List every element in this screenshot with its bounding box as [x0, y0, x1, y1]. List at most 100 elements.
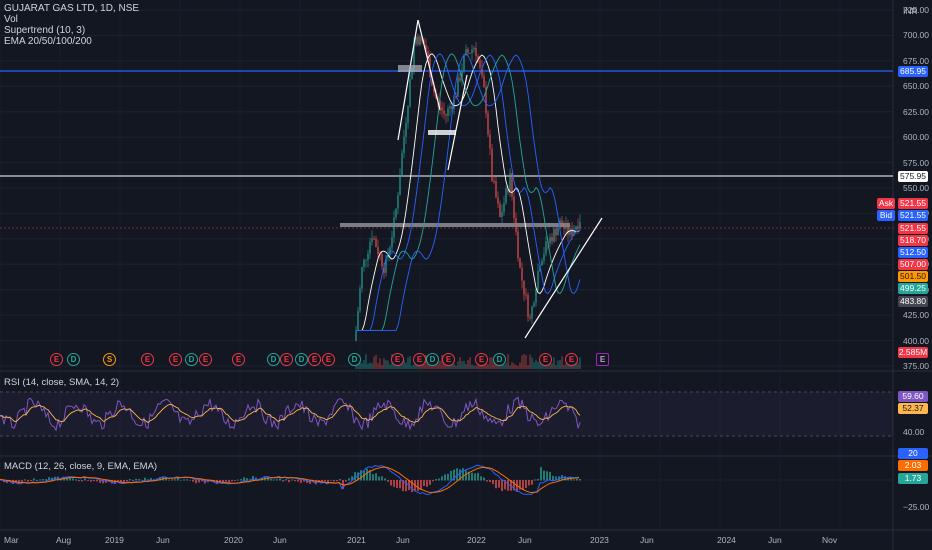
volume-bar	[367, 363, 369, 369]
macd-histogram-bar	[291, 479, 293, 481]
price-axis-label: 725.00	[903, 5, 929, 15]
price-tag-hline-white[interactable]: 575.95	[898, 171, 928, 182]
candle-body	[557, 228, 559, 236]
rsi-sma-tag[interactable]: 52.37	[898, 403, 928, 414]
volume-bar	[365, 354, 367, 369]
event-marker[interactable]: E	[308, 353, 321, 366]
event-marker[interactable]: E	[280, 353, 293, 366]
event-marker[interactable]: E	[391, 353, 404, 366]
macd-histogram-bar	[114, 480, 116, 485]
price-tag-bid-price[interactable]: 521.55	[898, 210, 928, 221]
rsi-line	[0, 396, 581, 432]
candle-body	[511, 173, 513, 197]
macd-histogram-bar	[66, 477, 68, 481]
candle-body	[433, 85, 435, 93]
macd-histogram-bar	[12, 480, 14, 484]
price-tag-ask-label[interactable]: Ask	[877, 198, 895, 209]
candle-body	[413, 44, 415, 68]
candle-body	[377, 246, 379, 254]
event-marker[interactable]: E	[475, 353, 488, 366]
candle-body	[397, 195, 399, 209]
candle-body	[575, 226, 577, 230]
macd-histogram-bar	[237, 479, 239, 481]
candle-body	[457, 77, 459, 97]
candle-body	[497, 197, 499, 204]
macd-histogram-bar	[390, 480, 392, 486]
macd-histogram-bar	[162, 476, 164, 481]
candle-body	[533, 302, 535, 307]
event-marker[interactable]: E	[322, 353, 335, 366]
event-marker[interactable]: E	[232, 353, 245, 366]
price-tag-bid-label[interactable]: Bid	[877, 210, 895, 221]
price-tag-volume[interactable]: 2.585M	[898, 347, 928, 358]
volume-bar	[439, 361, 441, 369]
price-tag-ema200[interactable]: 499.25	[898, 283, 928, 294]
volume-bar	[363, 360, 365, 369]
event-marker[interactable]: D	[267, 353, 280, 366]
volume-bar	[379, 358, 381, 369]
volume-bar	[489, 357, 491, 369]
macd-indicator-label[interactable]: MACD (12, 26, close, 9, EMA, EMA)	[4, 461, 158, 472]
macd-histogram-bar	[327, 480, 329, 484]
event-marker[interactable]: E	[141, 353, 154, 366]
candle-body	[449, 106, 451, 109]
volume-bar	[429, 365, 431, 369]
rsi-value-tag[interactable]: 59.60	[898, 391, 928, 402]
event-marker[interactable]: D	[493, 353, 506, 366]
event-marker[interactable]: D	[295, 353, 308, 366]
event-marker[interactable]: S	[103, 353, 116, 366]
volume-bar	[519, 362, 521, 369]
resistance-zone	[340, 223, 570, 227]
macd-histogram-bar	[369, 470, 371, 481]
upcoming-earnings-marker[interactable]: E	[596, 353, 609, 366]
macd-histogram-bar	[48, 477, 50, 481]
rsi-indicator-label[interactable]: RSI (14, close, SMA, 14, 2)	[4, 377, 120, 388]
event-marker[interactable]: E	[169, 353, 182, 366]
volume-bar	[355, 363, 357, 369]
price-tag-last-price[interactable]: 521.55	[898, 223, 928, 234]
volume-bar	[389, 364, 391, 369]
candle-body	[465, 49, 467, 56]
macd-histogram-bar	[297, 480, 299, 482]
price-tag-level[interactable]: 483.80	[898, 296, 928, 307]
volume-bar	[507, 354, 509, 369]
macd-tag-top[interactable]: 20	[898, 448, 928, 459]
candle-body	[485, 87, 487, 114]
ema-indicator-label[interactable]: EMA 20/50/100/200	[4, 36, 92, 47]
macd-histogram-bar	[36, 480, 38, 482]
event-marker[interactable]: E	[565, 353, 578, 366]
price-tag-ema50[interactable]: 512.50	[898, 247, 928, 258]
event-marker[interactable]: D	[67, 353, 80, 366]
macd-histogram-bar	[399, 480, 401, 489]
event-marker[interactable]: E	[50, 353, 63, 366]
volume-bar	[427, 361, 429, 369]
candle-body	[357, 310, 359, 331]
macd-histogram-bar	[273, 479, 275, 481]
macd-histogram-bar	[405, 480, 407, 492]
event-marker[interactable]: E	[442, 353, 455, 366]
macd-signal-tag[interactable]: 2.03	[898, 460, 928, 471]
price-tag-ask-price[interactable]: 521.55	[898, 198, 928, 209]
event-marker[interactable]: D	[185, 353, 198, 366]
event-marker[interactable]: E	[539, 353, 552, 366]
volume-indicator-label[interactable]: Vol	[4, 14, 18, 25]
price-tag-supertrend[interactable]: 507.00	[898, 259, 928, 270]
event-marker[interactable]: D	[426, 353, 439, 366]
macd-histogram-bar	[450, 470, 452, 481]
price-tag-ema20[interactable]: 518.70	[898, 235, 928, 246]
candle-body	[553, 228, 555, 242]
event-marker[interactable]: E	[413, 353, 426, 366]
supertrend-indicator-label[interactable]: Supertrend (10, 3)	[4, 25, 86, 36]
price-axis-label: 425.00	[903, 310, 929, 321]
candle-body	[365, 259, 367, 261]
candle-body	[471, 49, 473, 54]
macd-histogram-bar	[144, 477, 146, 481]
price-tag-hline-blue[interactable]: 685.95	[898, 66, 928, 77]
event-marker[interactable]: D	[348, 353, 361, 366]
event-marker[interactable]: E	[199, 353, 212, 366]
price-tag-ema100[interactable]: 501.50	[898, 271, 928, 282]
macd-histogram-tag[interactable]: 1.73	[898, 473, 928, 484]
symbol-title[interactable]: GUJARAT GAS LTD, 1D, NSE	[4, 3, 140, 14]
candle-body	[373, 238, 375, 240]
